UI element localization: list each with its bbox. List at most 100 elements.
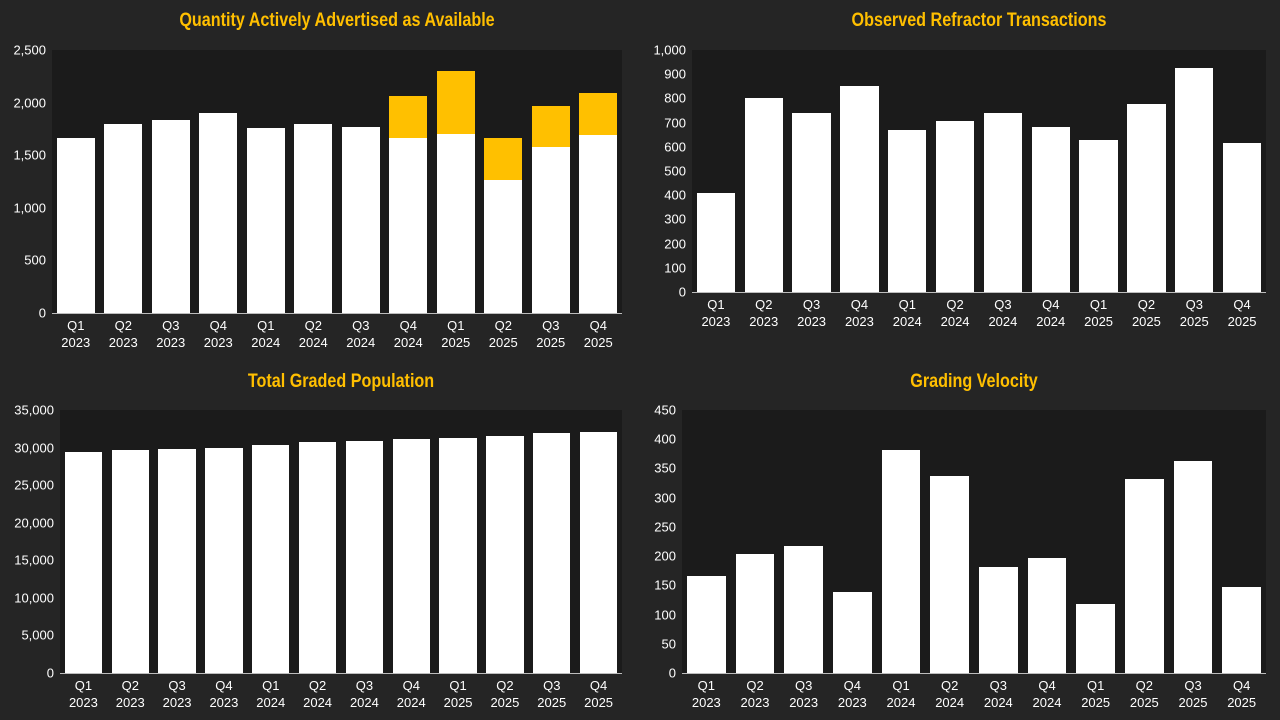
bar [686,575,726,673]
x-tick-label: Q1 2025 [1081,678,1111,710]
plot-area [692,50,1266,292]
bar [579,135,618,313]
x-tick-label: Q4 2023 [837,678,867,710]
bar [484,138,523,181]
x-tick-label: Q4 2024 [393,318,423,350]
x-tick-label: Q2 2024 [935,678,965,710]
y-tick-label: 0 [668,665,676,681]
y-tick-label: 700 [664,115,686,131]
bar [341,126,380,313]
x-tick-label: Q4 2025 [1227,678,1257,710]
y-tick-label: 800 [664,90,686,106]
y-tick-label: 50 [661,636,676,652]
chart-title: Quantity Actively Advertised as Availabl… [179,10,495,31]
bar [1031,127,1070,292]
x-axis-line [52,313,622,314]
bar [744,98,783,292]
x-tick-label: Q3 2025 [1179,297,1209,329]
bar [533,432,571,673]
bar [881,449,921,673]
y-tick-label: 5,000 [21,627,54,643]
x-tick-label: Q4 2023 [844,297,874,329]
x-tick-label: Q1 2024 [256,678,286,710]
bar [1222,143,1262,292]
bar [1222,587,1262,673]
x-tick-label: Q1 2025 [443,678,473,710]
y-tick-label: 600 [664,139,686,155]
x-tick-label: Q1 2024 [886,678,916,710]
x-tick-label: Q4 2025 [584,678,614,710]
bar [784,545,824,673]
y-tick-label: 200 [654,548,676,564]
bar [840,86,879,292]
x-tick-label: Q2 2023 [108,318,138,350]
plot-area [682,410,1266,673]
plot-area [60,410,622,673]
x-tick-label: Q2 2025 [490,678,520,710]
bar [205,448,243,673]
bar [484,180,523,313]
y-tick-label: 10,000 [14,590,54,606]
bar [436,134,475,313]
y-tick-label: 450 [654,402,676,418]
y-tick-label: 350 [654,460,676,476]
bar [56,138,95,313]
x-tick-label: Q1 2025 [441,318,471,350]
bar [888,129,927,292]
y-tick-label: 1,000 [13,200,46,216]
x-tick-label: Q3 2024 [349,678,379,710]
bar [1124,478,1164,673]
bar [792,112,831,292]
y-tick-label: 20,000 [14,515,54,531]
y-tick-label: 500 [664,163,686,179]
bar [158,448,196,673]
x-tick-label: Q4 2025 [583,318,613,350]
bar [436,71,475,135]
y-tick-label: 150 [654,577,676,593]
y-tick-label: 400 [654,431,676,447]
bar [531,105,570,147]
y-tick-label: 0 [38,305,46,321]
bar [978,567,1018,673]
bar [151,120,190,313]
x-tick-label: Q2 2025 [488,318,518,350]
y-tick-label: 900 [664,66,686,82]
x-tick-label: Q2 2024 [940,297,970,329]
bar [111,449,149,673]
y-tick-label: 0 [46,665,54,681]
x-tick-label: Q3 2023 [156,318,186,350]
bar [1175,68,1214,292]
x-tick-label: Q4 2023 [209,678,239,710]
x-tick-label: Q3 2024 [346,318,376,350]
chart-title: Total Graded Population [247,371,435,392]
bar [439,438,477,673]
x-tick-label: Q3 2025 [537,678,567,710]
x-tick-label: Q1 2025 [1084,297,1114,329]
bar [486,435,524,673]
bar [64,452,103,673]
bar [930,476,970,673]
bar [935,121,975,292]
bar [579,93,618,136]
bar [252,445,290,673]
y-tick-label: 15,000 [14,552,54,568]
bar [389,138,428,313]
bar [579,432,618,673]
y-tick-label: 35,000 [14,402,54,418]
x-tick-label: Q1 2024 [892,297,922,329]
bar [1079,139,1118,292]
x-axis-line [60,673,622,674]
bar [246,127,285,313]
x-tick-label: Q4 2024 [396,678,426,710]
x-tick-label: Q2 2023 [749,297,779,329]
y-tick-label: 100 [664,260,686,276]
bar [1076,604,1116,673]
y-tick-label: 250 [654,519,676,535]
bar [735,553,775,673]
y-tick-label: 30,000 [14,440,54,456]
y-tick-label: 0 [678,284,686,300]
x-tick-label: Q2 2024 [303,678,333,710]
plot-area [52,50,622,313]
chart-title: Grading Velocity [910,371,1038,392]
x-tick-label: Q2 2023 [115,678,145,710]
